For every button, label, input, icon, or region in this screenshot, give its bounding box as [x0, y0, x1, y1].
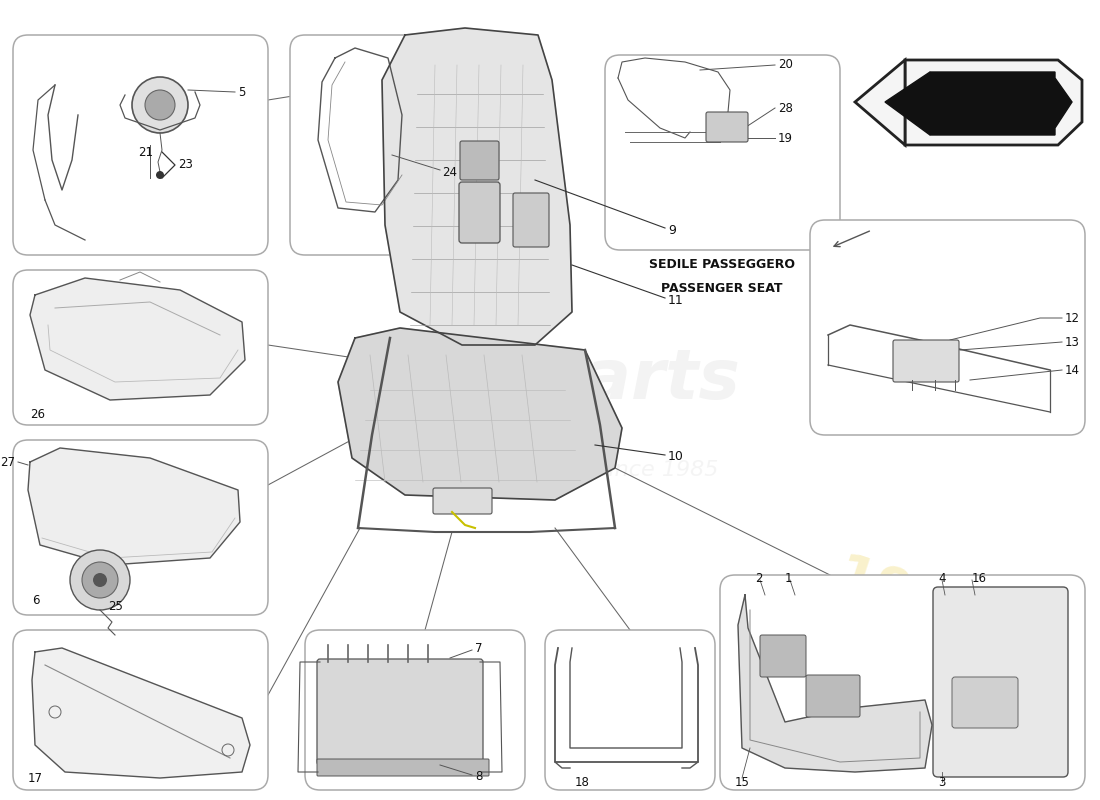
- Polygon shape: [930, 72, 1072, 135]
- Text: 1: 1: [785, 571, 792, 585]
- Circle shape: [145, 90, 175, 120]
- Circle shape: [82, 562, 118, 598]
- FancyBboxPatch shape: [13, 440, 268, 615]
- FancyBboxPatch shape: [13, 630, 268, 790]
- FancyBboxPatch shape: [317, 759, 490, 776]
- FancyBboxPatch shape: [952, 677, 1018, 728]
- Polygon shape: [886, 72, 929, 135]
- Text: 5: 5: [238, 86, 245, 98]
- Text: 26: 26: [30, 409, 45, 422]
- Text: 27: 27: [0, 455, 15, 469]
- FancyBboxPatch shape: [13, 270, 268, 425]
- FancyBboxPatch shape: [806, 675, 860, 717]
- Text: 11: 11: [668, 294, 684, 306]
- Text: 13: 13: [1065, 335, 1080, 349]
- Text: 19: 19: [778, 131, 793, 145]
- Text: 1985: 1985: [828, 550, 992, 650]
- Text: 4: 4: [938, 571, 946, 585]
- Polygon shape: [32, 648, 250, 778]
- Text: 23: 23: [178, 158, 192, 171]
- FancyBboxPatch shape: [720, 575, 1085, 790]
- Text: 12: 12: [1065, 311, 1080, 325]
- Polygon shape: [905, 60, 1082, 145]
- FancyBboxPatch shape: [893, 340, 959, 382]
- Circle shape: [94, 573, 107, 587]
- Text: 9: 9: [668, 223, 675, 237]
- FancyBboxPatch shape: [305, 630, 525, 790]
- Text: 8: 8: [475, 770, 483, 783]
- Text: 14: 14: [1065, 363, 1080, 377]
- Polygon shape: [738, 595, 932, 772]
- Text: 17: 17: [28, 771, 43, 785]
- Text: 25: 25: [108, 601, 123, 614]
- Text: 2: 2: [755, 571, 762, 585]
- Circle shape: [132, 77, 188, 133]
- Polygon shape: [338, 328, 622, 500]
- FancyBboxPatch shape: [513, 193, 549, 247]
- Text: 18: 18: [575, 775, 590, 789]
- FancyBboxPatch shape: [544, 630, 715, 790]
- Polygon shape: [855, 60, 905, 145]
- Text: 3: 3: [938, 775, 945, 789]
- Polygon shape: [28, 448, 240, 565]
- Text: 7: 7: [475, 642, 483, 654]
- Text: a passion for parts since 1985: a passion for parts since 1985: [382, 460, 718, 480]
- FancyBboxPatch shape: [760, 635, 806, 677]
- FancyBboxPatch shape: [433, 488, 492, 514]
- Text: 6: 6: [32, 594, 40, 606]
- Text: 10: 10: [668, 450, 684, 463]
- Text: 21: 21: [138, 146, 153, 158]
- Text: euroParts: euroParts: [360, 346, 740, 414]
- Text: 20: 20: [778, 58, 793, 71]
- Text: PASSENGER SEAT: PASSENGER SEAT: [661, 282, 783, 294]
- FancyBboxPatch shape: [317, 659, 483, 765]
- Text: 15: 15: [735, 775, 750, 789]
- FancyBboxPatch shape: [290, 35, 520, 255]
- Text: 28: 28: [778, 102, 793, 114]
- FancyBboxPatch shape: [706, 112, 748, 142]
- FancyBboxPatch shape: [605, 55, 840, 250]
- Text: SEDILE PASSEGGERO: SEDILE PASSEGGERO: [649, 258, 795, 271]
- Circle shape: [70, 550, 130, 610]
- FancyBboxPatch shape: [933, 587, 1068, 777]
- FancyBboxPatch shape: [810, 220, 1085, 435]
- FancyBboxPatch shape: [460, 141, 499, 180]
- Polygon shape: [30, 278, 245, 400]
- Circle shape: [156, 171, 164, 179]
- Text: 24: 24: [442, 166, 456, 178]
- Text: 16: 16: [972, 571, 987, 585]
- FancyBboxPatch shape: [459, 182, 500, 243]
- FancyBboxPatch shape: [13, 35, 268, 255]
- Polygon shape: [382, 28, 572, 345]
